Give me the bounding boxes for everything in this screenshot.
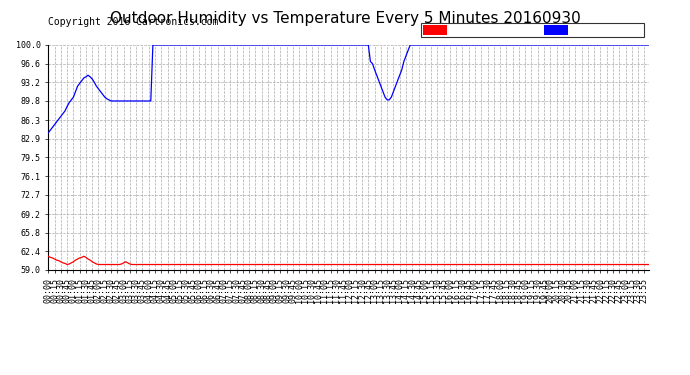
Text: Outdoor Humidity vs Temperature Every 5 Minutes 20160930: Outdoor Humidity vs Temperature Every 5 …	[110, 11, 580, 26]
Text: Copyright 2016 Cartronics.com: Copyright 2016 Cartronics.com	[48, 17, 219, 27]
Legend: Temperature (°F), Humidity (%): Temperature (°F), Humidity (%)	[421, 23, 644, 37]
